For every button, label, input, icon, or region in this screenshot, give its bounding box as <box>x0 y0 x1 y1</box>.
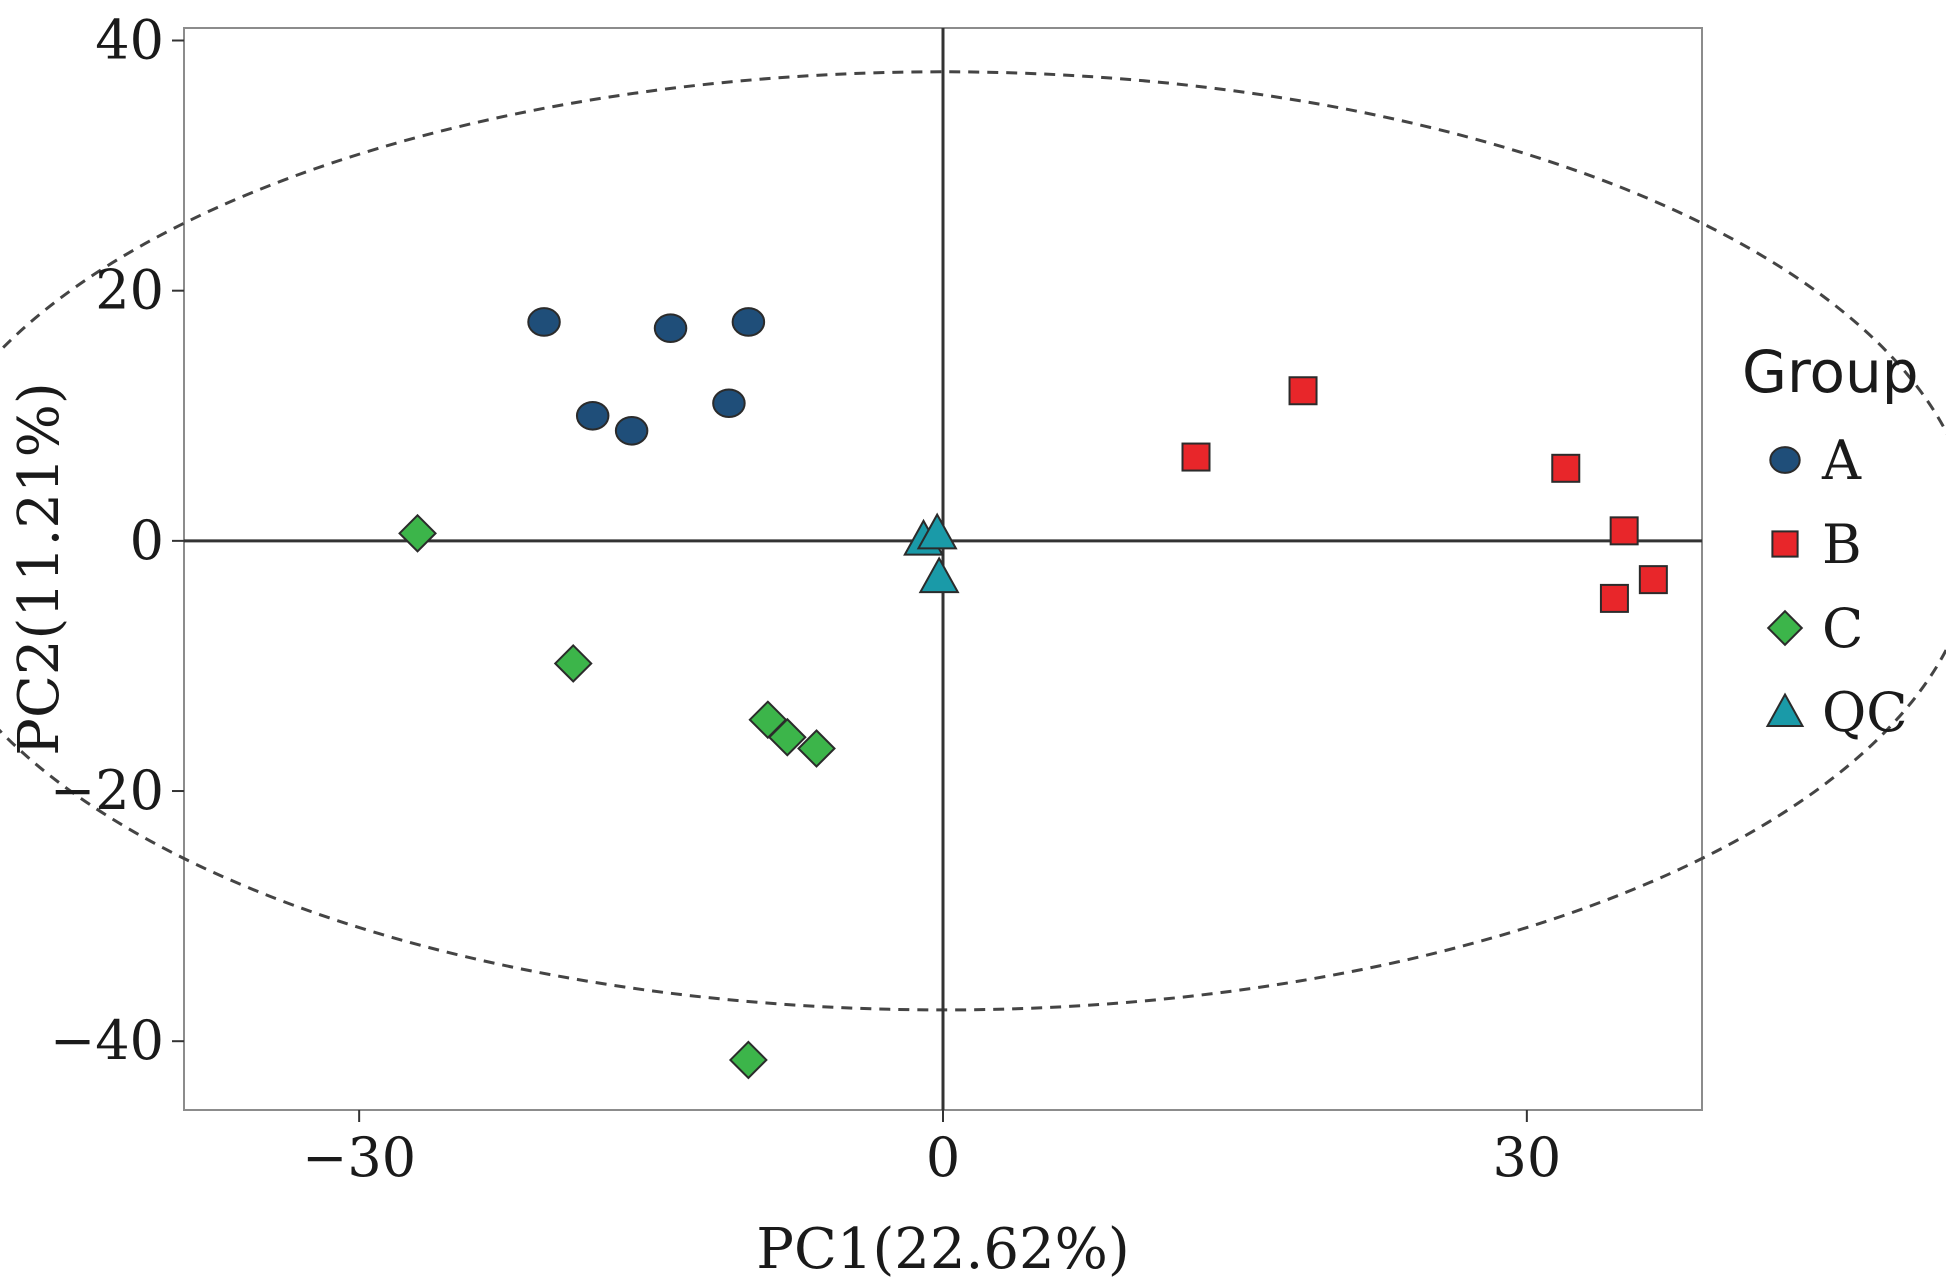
point-b <box>1288 376 1318 406</box>
point-a <box>712 388 746 419</box>
y-tick-label: 0 <box>130 509 164 572</box>
x-tick-label: 0 <box>926 1126 960 1189</box>
point-a <box>614 415 649 446</box>
y-tick-label: −20 <box>50 759 164 822</box>
legend-label-qc: QC <box>1822 681 1908 744</box>
legend-marker-a <box>1769 446 1801 474</box>
x-tick-label: −30 <box>302 1126 416 1189</box>
point-c <box>728 1040 768 1080</box>
point-c <box>553 644 593 683</box>
point-c <box>398 513 437 553</box>
legend-marker-qc <box>1765 692 1805 727</box>
point-b <box>1609 516 1639 546</box>
point-b <box>1551 453 1581 483</box>
y-tick-label: −40 <box>50 1009 164 1072</box>
legend-label-a: A <box>1821 429 1862 492</box>
point-a <box>653 313 688 344</box>
legend-marker-c <box>1766 609 1804 647</box>
y-tick-label: 20 <box>95 259 164 322</box>
point-qc <box>918 556 960 594</box>
point-b <box>1638 565 1668 595</box>
x-tick-label: 30 <box>1492 1126 1561 1189</box>
legend-marker-b <box>1771 530 1799 558</box>
point-b <box>1599 583 1629 613</box>
point-c <box>767 717 807 757</box>
point-c <box>797 729 836 768</box>
y-tick-label: 40 <box>95 9 164 72</box>
legend-label-c: C <box>1822 597 1863 660</box>
point-a <box>527 307 561 337</box>
x-axis-title: PC1(22.62%) <box>756 1217 1129 1282</box>
point-a <box>731 307 766 337</box>
point-b <box>1181 442 1211 472</box>
point-qc <box>916 512 958 550</box>
point-a <box>575 400 610 431</box>
y-axis-title: PC2(11.21%) <box>7 382 72 755</box>
legend-title: Group <box>1742 338 1919 406</box>
legend-label-b: B <box>1822 513 1862 576</box>
